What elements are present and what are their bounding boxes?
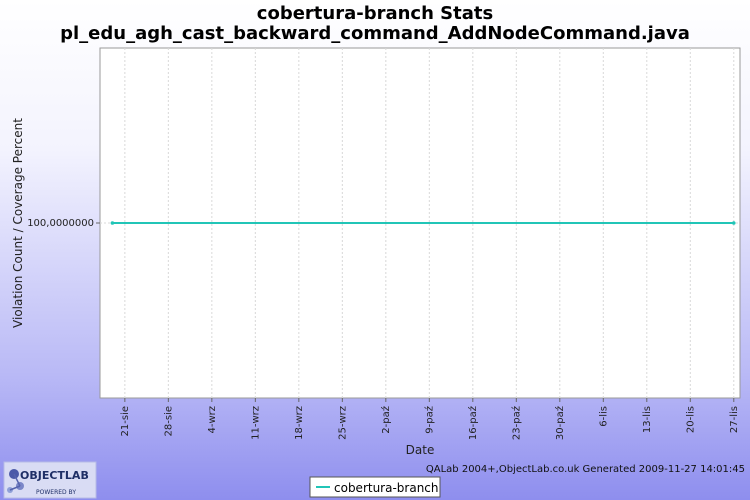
- data-point: [731, 221, 736, 225]
- data-point: [110, 221, 115, 225]
- x-tick-label: 21-sie: [120, 406, 131, 436]
- logo-background: [3, 461, 97, 499]
- x-tick-label: 20-lis: [685, 406, 696, 433]
- logo-link-icon: [13, 473, 21, 487]
- logo-link-icon: [9, 485, 21, 491]
- logo-text: OBJECTLAB: [20, 469, 89, 482]
- x-tick-label: 4-wrz: [207, 406, 218, 434]
- x-tick-label: 11-wrz: [250, 406, 261, 440]
- x-tick-label: 25-wrz: [337, 406, 348, 440]
- x-tick-label: 30-paź: [554, 406, 566, 440]
- x-tick-label: 23-paź: [510, 406, 522, 440]
- x-tick-label: 6-lis: [598, 406, 609, 427]
- y-axis: 100,0000000: [27, 218, 100, 229]
- logo-tagline: POWERED BY: [36, 489, 76, 496]
- objectlab-logo: OBJECTLAB POWERED BY: [3, 461, 97, 499]
- x-axis: 21-sie 28-sie 4-wrz 11-wrz 18-wrz 25-wrz 2-paź…: [120, 398, 740, 440]
- x-tick-label: 18-wrz: [294, 406, 305, 440]
- x-tick-label: 2-paź: [380, 406, 392, 434]
- y-tick-label: 100,0000000: [27, 218, 94, 229]
- legend-box: [309, 476, 441, 498]
- chart-title: cobertura-branch Stats: [257, 3, 493, 24]
- x-tick-label: 27-lis: [729, 406, 740, 433]
- x-tick-label: 28-sie: [163, 406, 174, 436]
- chart-subtitle: pl_edu_agh_cast_backward_command_AddNode…: [60, 23, 690, 44]
- x-axis-title: Date: [406, 443, 435, 457]
- footer-credit: QALab 2004+,ObjectLab.co.uk Generated 20…: [426, 464, 745, 475]
- x-tick-label: 9-paź: [423, 406, 435, 434]
- legend: cobertura-branch: [309, 476, 441, 498]
- y-axis-title: Violation Count / Coverage Percent: [11, 118, 25, 328]
- x-tick-label: 13-lis: [642, 406, 653, 433]
- legend-label: cobertura-branch: [334, 481, 439, 495]
- x-tick-label: 16-paź: [467, 406, 479, 440]
- series-layer: [110, 221, 736, 225]
